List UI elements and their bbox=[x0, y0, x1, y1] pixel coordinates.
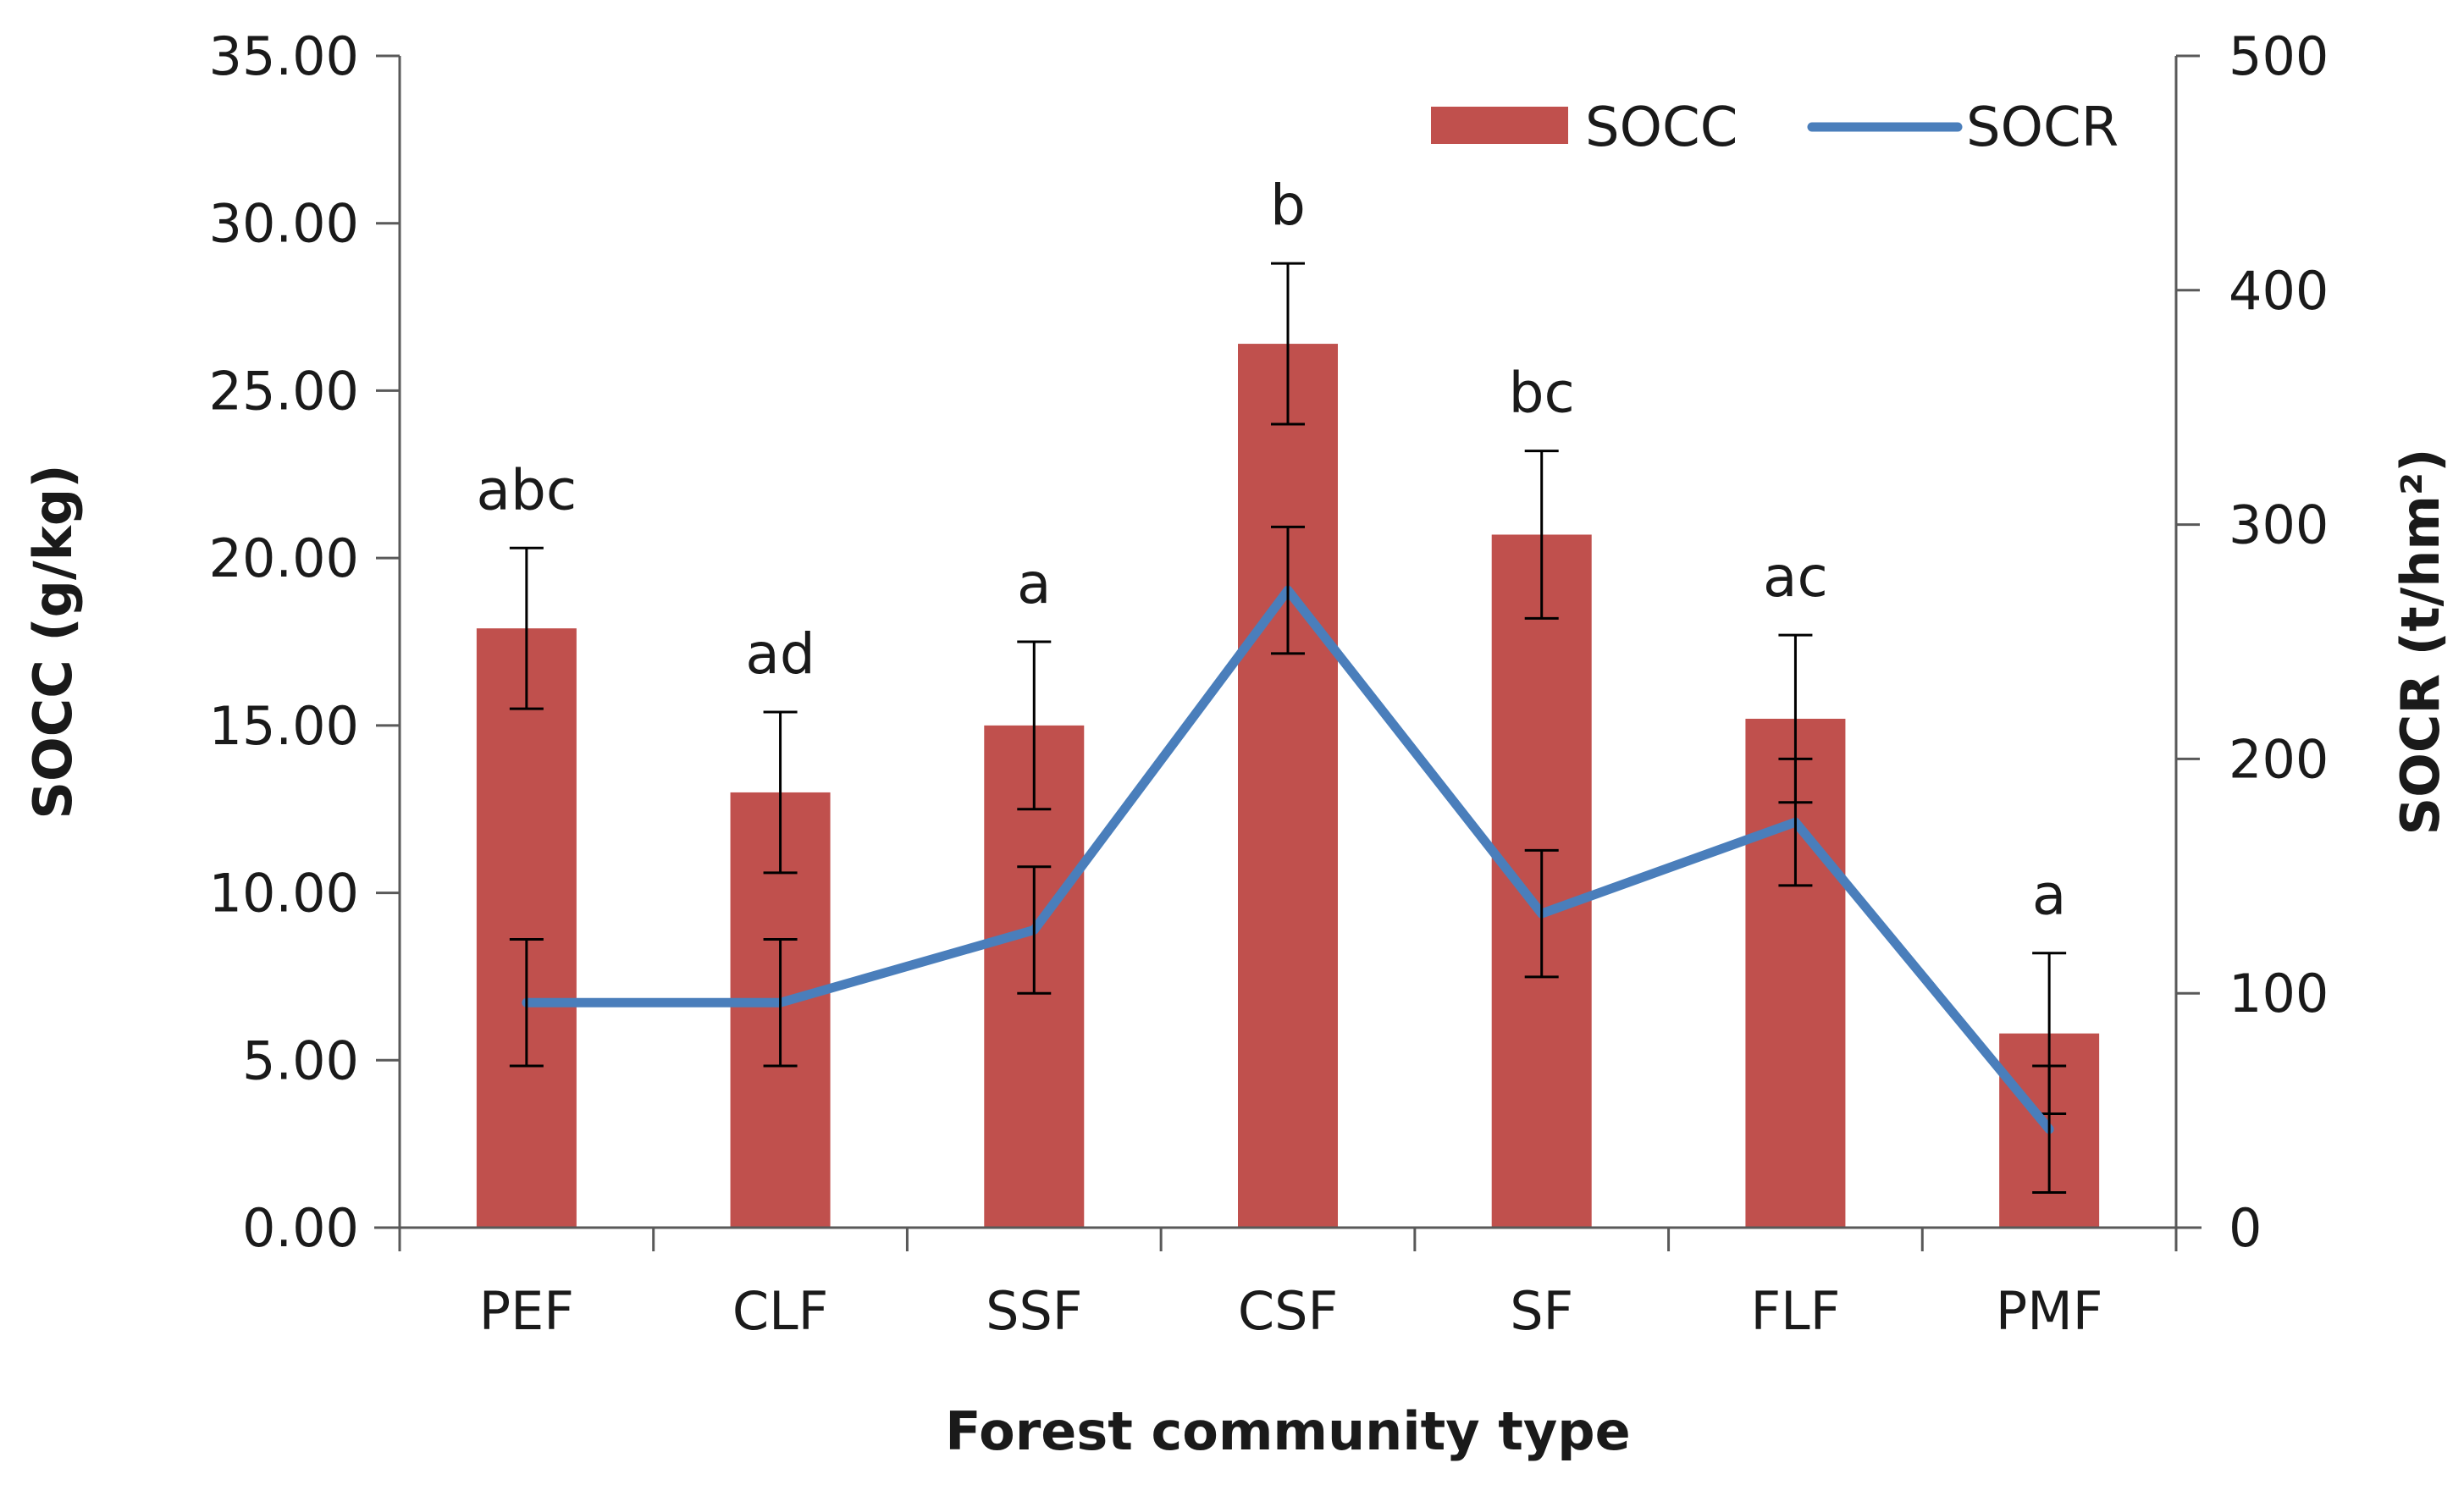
y-left-tick-label: 35.00 bbox=[209, 25, 360, 87]
socr-error-bar-pmf bbox=[2032, 1064, 2067, 1194]
y-left-tick-label: 5.00 bbox=[242, 1030, 359, 1091]
socr-error-bar-pef bbox=[509, 938, 544, 1068]
socr-error-bar-flf bbox=[1778, 757, 1813, 887]
significance-label-pef: abc bbox=[477, 457, 577, 522]
x-tick-label-pef: PEF bbox=[479, 1280, 574, 1342]
legend-label-socc: SOCC bbox=[1585, 97, 1738, 159]
y-right-tick-label: 500 bbox=[2229, 25, 2329, 87]
y-right-tick-label: 100 bbox=[2229, 963, 2329, 1024]
significance-label-ssf: a bbox=[1017, 551, 1051, 616]
socc-error-bar-ssf bbox=[1017, 640, 1052, 811]
x-tick-label-pmf: PMF bbox=[1996, 1280, 2103, 1342]
socc-bar-csf bbox=[1238, 344, 1338, 1228]
legend-swatch-socc bbox=[1431, 107, 1568, 144]
significance-label-sf: bc bbox=[1509, 361, 1575, 426]
socc-error-bar-pef bbox=[509, 546, 544, 710]
x-tick-label-flf: FLF bbox=[1750, 1280, 1840, 1342]
legend-label-socr: SOCR bbox=[1966, 97, 2119, 159]
socc-error-bar-clf bbox=[763, 710, 798, 875]
significance-label-flf: ac bbox=[1763, 544, 1828, 610]
socr-error-bar-csf bbox=[1271, 525, 1305, 655]
x-axis-title: Forest community type bbox=[945, 1400, 1630, 1462]
significance-label-clf: ad bbox=[745, 621, 815, 687]
significance-label-pmf: a bbox=[2032, 863, 2066, 928]
y-left-axis-title: SOCC (g/kg) bbox=[22, 464, 84, 819]
socr-error-bar-sf bbox=[1524, 848, 1559, 979]
socr-error-bar-clf bbox=[763, 938, 798, 1068]
y-right-tick-label: 0 bbox=[2229, 1197, 2262, 1259]
x-tick-label-ssf: SSF bbox=[986, 1280, 1082, 1342]
y-right-tick-label: 200 bbox=[2229, 728, 2329, 790]
socc-bar-pef bbox=[476, 628, 577, 1228]
y-left-tick-label: 20.00 bbox=[209, 527, 360, 589]
y-right-axis-title: SOCR (t/hm²) bbox=[2389, 448, 2451, 835]
y-left-tick-label: 15.00 bbox=[209, 695, 360, 757]
x-tick-label-clf: CLF bbox=[732, 1280, 829, 1342]
x-tick-label-sf: SF bbox=[1510, 1280, 1573, 1342]
y-right-tick-label: 400 bbox=[2229, 260, 2329, 322]
y-left-tick-label: 25.00 bbox=[209, 360, 360, 422]
socc-error-bar-sf bbox=[1524, 450, 1559, 620]
x-tick-label-csf: CSF bbox=[1238, 1280, 1338, 1342]
y-left-tick-label: 0.00 bbox=[242, 1197, 359, 1259]
socc-error-bar-csf bbox=[1271, 262, 1305, 426]
y-left-tick-label: 30.00 bbox=[209, 193, 360, 255]
y-left-tick-label: 10.00 bbox=[209, 863, 360, 925]
socr-error-bar-ssf bbox=[1017, 865, 1052, 995]
y-right-tick-label: 300 bbox=[2229, 494, 2329, 556]
significance-label-csf: b bbox=[1270, 173, 1306, 238]
